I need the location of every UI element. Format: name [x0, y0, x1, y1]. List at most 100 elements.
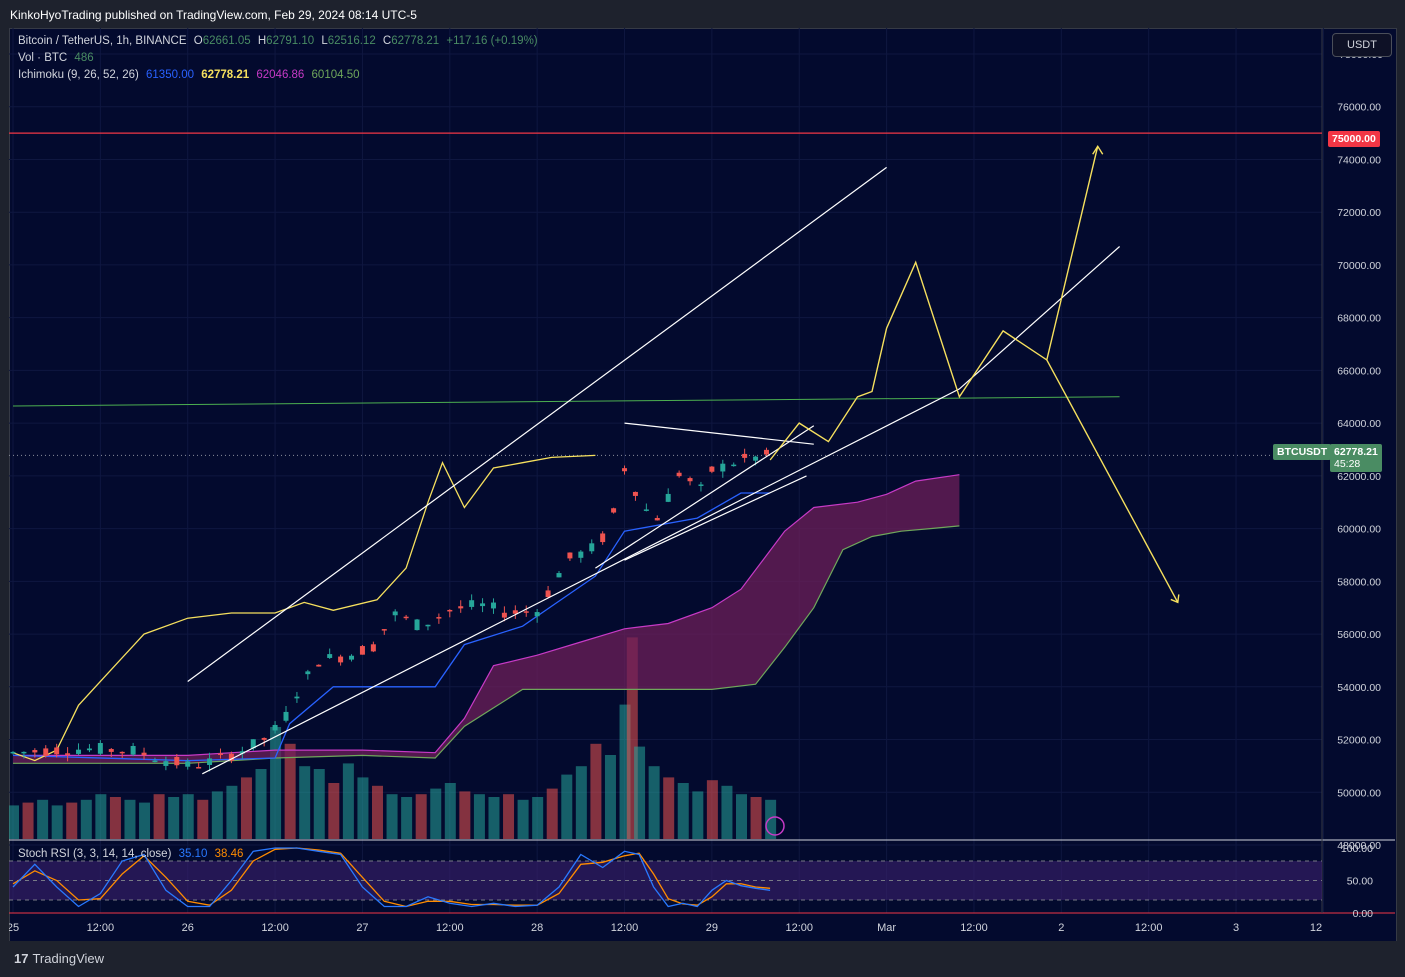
- candle-body: [86, 748, 92, 751]
- price-chart[interactable]: 48000.00 50000.00 52000.00 54000.00 56000.00…: [9, 28, 1395, 941]
- candle-body: [731, 464, 737, 467]
- candle-body: [370, 644, 376, 652]
- price-tick-label: 48000.00: [1337, 840, 1381, 852]
- candle-body: [54, 747, 60, 755]
- candle-body: [65, 753, 71, 755]
- candle-body: [359, 646, 365, 655]
- price-tick-label: 56000.00: [1337, 629, 1381, 641]
- ichimoku-spanb-value: 62046.86: [256, 69, 305, 81]
- stoch-d-value: 38.46: [214, 848, 244, 860]
- candle-body: [43, 748, 49, 757]
- kumo-span-a-line: [13, 525, 960, 764]
- volume-bar: [66, 802, 78, 839]
- volume-bar: [299, 766, 311, 839]
- tradingview-logo[interactable]: 17 TradingView: [14, 951, 104, 966]
- volume-bar: [517, 799, 529, 839]
- volume-bar: [503, 794, 515, 839]
- candle-body: [720, 463, 726, 472]
- time-tick-label: 12:00: [261, 922, 289, 934]
- candle-body: [250, 739, 256, 749]
- candle-body: [283, 711, 289, 721]
- candle-body: [622, 468, 628, 472]
- candle-body: [21, 751, 27, 754]
- volume-bar: [736, 794, 747, 839]
- candle-body: [316, 664, 322, 667]
- candle-body: [687, 478, 693, 482]
- triangle-bottom-line: [595, 425, 815, 569]
- time-tick-label: 26: [182, 922, 194, 934]
- ichimoku-legend: Ichimoku (9, 26, 52, 26) 61350.00 62778.…: [18, 69, 364, 81]
- stoch-legend: Stoch RSI (3, 3, 14, 14, close) 35.10 38…: [18, 848, 247, 860]
- price-tick-label: 64000.00: [1337, 418, 1381, 430]
- candle-body: [556, 573, 562, 578]
- volume-legend: Vol · BTC 486: [18, 52, 98, 64]
- symbol-name: Bitcoin / TetherUS, 1h, BINANCE: [18, 35, 187, 47]
- volume-bar: [546, 788, 558, 839]
- currency-button[interactable]: USDT: [1332, 33, 1392, 57]
- brand-name: TradingView: [32, 951, 105, 966]
- kumo-span-b-line: [13, 474, 960, 757]
- volume-bar: [168, 797, 180, 839]
- volume-bar: [255, 769, 267, 839]
- volume-bar: [95, 794, 107, 839]
- candle-body: [76, 749, 82, 754]
- volume-bar: [561, 774, 573, 839]
- candle-body: [217, 753, 223, 755]
- price-tick-label: 50000.00: [1337, 787, 1381, 799]
- time-tick-label: 25: [9, 922, 19, 934]
- candle-body: [523, 611, 529, 613]
- volume-bar: [51, 805, 63, 839]
- channel-lower-line: [202, 246, 1120, 775]
- candle-body: [414, 619, 420, 631]
- price-tick-label: 54000.00: [1337, 682, 1381, 694]
- candle-body: [632, 491, 638, 496]
- candle-body: [130, 746, 136, 755]
- volume-bar: [109, 797, 121, 839]
- candle-body: [207, 758, 213, 765]
- arrow-down-head: [1170, 594, 1180, 604]
- volume-bar: [677, 783, 689, 839]
- bar-countdown: 45:28: [1334, 458, 1361, 470]
- time-tick-label: 12:00: [87, 922, 115, 934]
- volume-bar: [328, 783, 340, 839]
- candle-body: [327, 654, 333, 658]
- ichimoku-chikou-value: 62778.21: [201, 69, 250, 81]
- volume-bar: [626, 637, 638, 839]
- time-tick-label: 12: [1310, 922, 1322, 934]
- volume-bar: [270, 727, 282, 839]
- price-tick-label: 66000.00: [1337, 365, 1381, 377]
- volume-bar: [182, 794, 194, 839]
- price-tick-label: 60000.00: [1337, 524, 1381, 536]
- last-price-tag: 62778.21 45:28: [1330, 444, 1382, 472]
- publish-info: KinkoHyoTrading published on TradingView…: [10, 8, 417, 22]
- volume-bar: [721, 785, 733, 839]
- candle-body: [349, 655, 355, 660]
- time-tick-label: 12:00: [960, 922, 988, 934]
- volume-bar: [313, 769, 325, 839]
- volume-bar: [211, 791, 223, 839]
- volume-bar: [692, 791, 704, 839]
- projection-down-path: [1046, 359, 1179, 603]
- candle-body: [261, 737, 267, 740]
- candle-body: [600, 533, 606, 543]
- volume-bar: [706, 780, 718, 839]
- volume-bar: [37, 799, 49, 839]
- candle-body: [490, 602, 496, 609]
- time-tick-label: 2: [1058, 922, 1064, 934]
- candle-body: [305, 671, 311, 675]
- time-tick-label: Mar: [877, 922, 896, 934]
- candle-body: [228, 753, 234, 761]
- candle-body: [163, 761, 169, 766]
- volume-bar: [240, 777, 252, 839]
- volume-bar: [532, 797, 544, 839]
- candle-body: [534, 612, 540, 617]
- arrow-up-head: [1092, 144, 1104, 155]
- price-tick-label: 74000.00: [1337, 154, 1381, 166]
- candle-body: [119, 751, 125, 754]
- volume-value: 486: [74, 52, 94, 64]
- symbol-legend: Bitcoin / TetherUS, 1h, BINANCE O62661.0…: [18, 35, 542, 47]
- time-tick-label: 12:00: [611, 922, 639, 934]
- close-label: C: [382, 35, 392, 47]
- last-price: 62778.21: [1334, 446, 1378, 458]
- candle-body: [185, 761, 191, 767]
